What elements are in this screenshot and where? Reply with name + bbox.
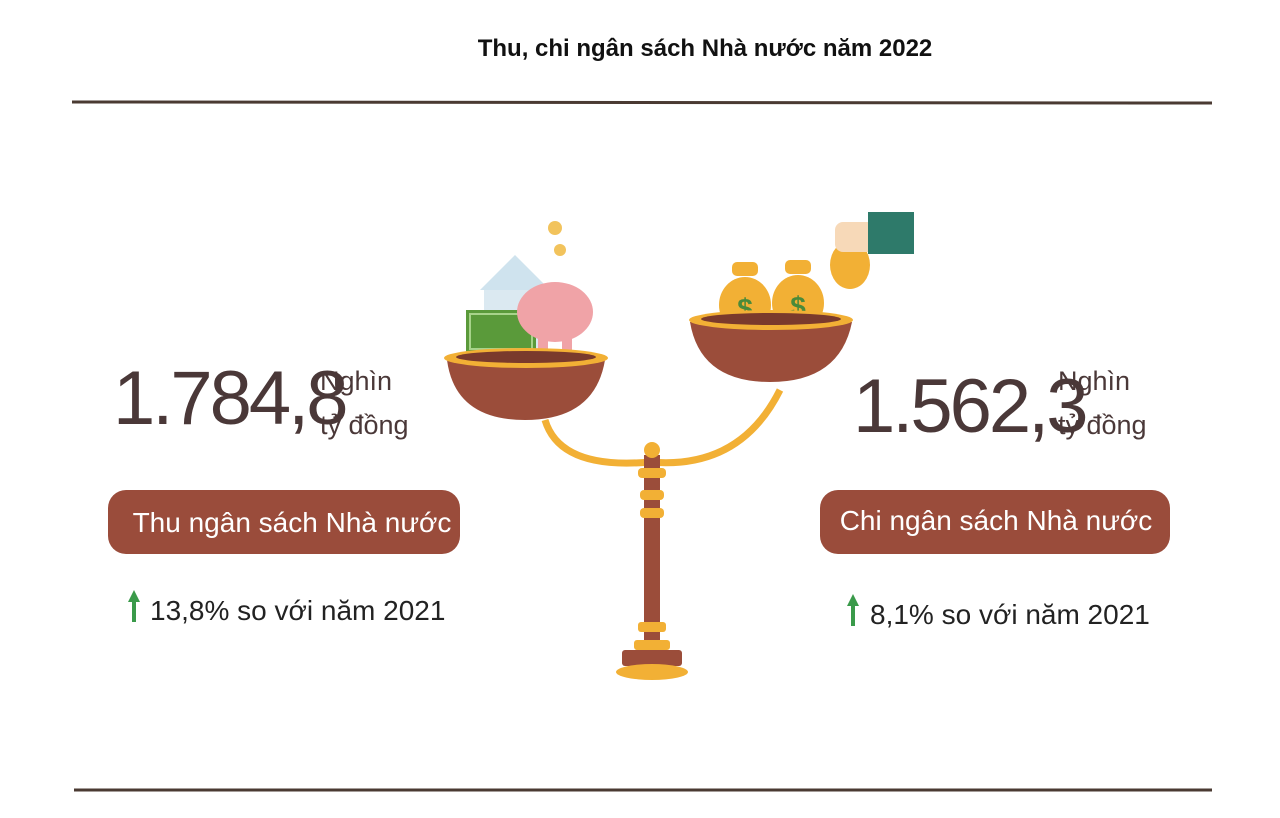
up-arrow [128, 590, 140, 622]
spending-value: 1.562,3 [853, 364, 1086, 449]
scale-illustration: $ $ [444, 212, 914, 680]
spending-label: Chi ngân sách Nhà nước [840, 505, 1153, 536]
revenue-change: 13,8% so với năm 2021 [150, 595, 445, 626]
top-rule [71, 100, 1213, 105]
spending-unit: tỷ đồng [1058, 410, 1147, 440]
up-arrow [847, 594, 859, 626]
revenue-value: 1.784,8 [113, 356, 346, 441]
revenue-label: Thu ngân sách Nhà nước [133, 507, 452, 538]
spending-change: 8,1% so với năm 2021 [870, 599, 1150, 630]
title: Thu, chi ngân sách Nhà nước năm 2022 [478, 35, 933, 62]
spending-pill [820, 490, 1170, 554]
revenue-unit: Nghìn [320, 366, 392, 396]
spending-unit: Nghìn [1058, 366, 1130, 396]
revenue-unit: tỷ đồng [320, 410, 409, 440]
revenue-pill [108, 490, 460, 554]
